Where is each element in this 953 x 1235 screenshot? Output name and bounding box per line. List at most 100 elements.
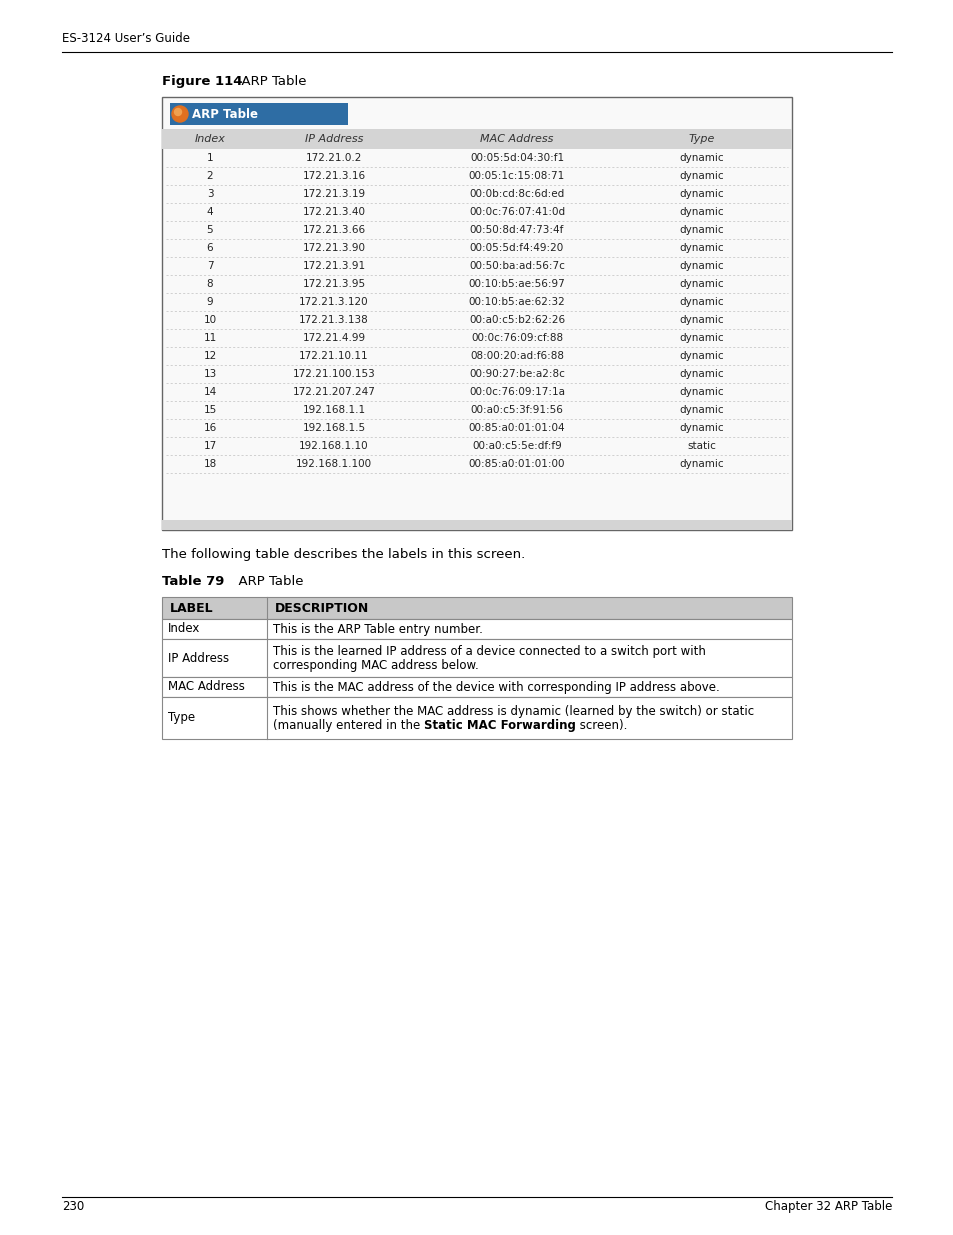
- Text: 00:05:5d:f4:49:20: 00:05:5d:f4:49:20: [470, 243, 563, 253]
- Bar: [162, 638, 791, 677]
- Text: dynamic: dynamic: [679, 387, 723, 396]
- Bar: [162, 619, 791, 638]
- Text: ES-3124 User’s Guide: ES-3124 User’s Guide: [62, 32, 190, 44]
- Text: LABEL: LABEL: [170, 601, 213, 615]
- Text: 192.168.1.10: 192.168.1.10: [299, 441, 369, 451]
- Text: 08:00:20:ad:f6:88: 08:00:20:ad:f6:88: [470, 351, 563, 361]
- Text: 172.21.3.40: 172.21.3.40: [302, 207, 365, 217]
- Text: (manually entered in the: (manually entered in the: [273, 719, 423, 731]
- Text: 172.21.0.2: 172.21.0.2: [306, 153, 362, 163]
- Text: This is the learned IP address of a device connected to a switch port with: This is the learned IP address of a devi…: [273, 645, 705, 657]
- Text: The following table describes the labels in this screen.: The following table describes the labels…: [162, 548, 525, 561]
- Text: IP Address: IP Address: [305, 135, 363, 144]
- Text: Index: Index: [168, 622, 200, 636]
- Text: IP Address: IP Address: [168, 652, 229, 664]
- Text: 172.21.100.153: 172.21.100.153: [293, 369, 375, 379]
- Text: Index: Index: [194, 135, 225, 144]
- Text: 00:a0:c5:3f:91:56: 00:a0:c5:3f:91:56: [470, 405, 563, 415]
- Text: 172.21.10.11: 172.21.10.11: [299, 351, 369, 361]
- Text: 00:50:8d:47:73:4f: 00:50:8d:47:73:4f: [469, 225, 563, 235]
- Circle shape: [172, 106, 188, 122]
- Text: corresponding MAC address below.: corresponding MAC address below.: [273, 658, 478, 672]
- Text: 11: 11: [203, 333, 216, 343]
- Text: This is the MAC address of the device with corresponding IP address above.: This is the MAC address of the device wi…: [273, 680, 719, 694]
- Text: 172.21.3.91: 172.21.3.91: [302, 261, 365, 270]
- Text: 172.21.4.99: 172.21.4.99: [302, 333, 365, 343]
- Text: dynamic: dynamic: [679, 261, 723, 270]
- Text: 172.21.3.19: 172.21.3.19: [302, 189, 365, 199]
- Text: 4: 4: [207, 207, 213, 217]
- Text: Type: Type: [688, 135, 715, 144]
- Text: 00:50:ba:ad:56:7c: 00:50:ba:ad:56:7c: [469, 261, 564, 270]
- Bar: [162, 677, 791, 697]
- Text: 00:10:b5:ae:62:32: 00:10:b5:ae:62:32: [468, 296, 565, 308]
- Text: 10: 10: [203, 315, 216, 325]
- Text: 172.21.3.120: 172.21.3.120: [299, 296, 369, 308]
- Text: 00:0c:76:07:41:0d: 00:0c:76:07:41:0d: [469, 207, 564, 217]
- Bar: [170, 103, 348, 125]
- Text: 00:0b:cd:8c:6d:ed: 00:0b:cd:8c:6d:ed: [469, 189, 564, 199]
- Text: 18: 18: [203, 459, 216, 469]
- Text: dynamic: dynamic: [679, 170, 723, 182]
- Text: dynamic: dynamic: [679, 405, 723, 415]
- Text: 1: 1: [207, 153, 213, 163]
- Text: 172.21.207.247: 172.21.207.247: [293, 387, 375, 396]
- Text: 5: 5: [207, 225, 213, 235]
- Text: 00:10:b5:ae:56:97: 00:10:b5:ae:56:97: [468, 279, 565, 289]
- Text: 172.21.3.95: 172.21.3.95: [302, 279, 365, 289]
- Text: 172.21.3.90: 172.21.3.90: [302, 243, 365, 253]
- Text: Type: Type: [168, 711, 195, 725]
- Text: 12: 12: [203, 351, 216, 361]
- Text: 00:a0:c5:5e:df:f9: 00:a0:c5:5e:df:f9: [472, 441, 561, 451]
- Text: dynamic: dynamic: [679, 279, 723, 289]
- Text: 172.21.3.66: 172.21.3.66: [302, 225, 365, 235]
- Text: This is the ARP Table entry number.: This is the ARP Table entry number.: [273, 622, 482, 636]
- Text: 00:05:1c:15:08:71: 00:05:1c:15:08:71: [468, 170, 564, 182]
- Text: 17: 17: [203, 441, 216, 451]
- Text: 00:85:a0:01:01:04: 00:85:a0:01:01:04: [468, 424, 565, 433]
- Text: DESCRIPTION: DESCRIPTION: [274, 601, 369, 615]
- Text: dynamic: dynamic: [679, 459, 723, 469]
- Text: static: static: [687, 441, 716, 451]
- Text: 172.21.3.16: 172.21.3.16: [302, 170, 365, 182]
- Text: 16: 16: [203, 424, 216, 433]
- Text: screen).: screen).: [576, 719, 626, 731]
- Text: dynamic: dynamic: [679, 369, 723, 379]
- Bar: [162, 98, 791, 530]
- Text: This shows whether the MAC address is dynamic (learned by the switch) or static: This shows whether the MAC address is dy…: [273, 704, 753, 718]
- Text: dynamic: dynamic: [679, 424, 723, 433]
- Text: Figure 114: Figure 114: [162, 75, 242, 88]
- Text: MAC Address: MAC Address: [168, 680, 245, 694]
- Text: dynamic: dynamic: [679, 243, 723, 253]
- Bar: [162, 597, 791, 619]
- Text: 192.168.1.1: 192.168.1.1: [302, 405, 365, 415]
- Circle shape: [174, 109, 181, 116]
- Text: Chapter 32 ARP Table: Chapter 32 ARP Table: [763, 1200, 891, 1213]
- Bar: [162, 128, 791, 149]
- Text: 3: 3: [207, 189, 213, 199]
- Text: ARP Table: ARP Table: [230, 576, 303, 588]
- Text: dynamic: dynamic: [679, 315, 723, 325]
- Text: 8: 8: [207, 279, 213, 289]
- Text: ARP Table: ARP Table: [192, 107, 257, 121]
- Text: 14: 14: [203, 387, 216, 396]
- Text: 192.168.1.100: 192.168.1.100: [295, 459, 372, 469]
- Text: Table 79: Table 79: [162, 576, 224, 588]
- Text: 172.21.3.138: 172.21.3.138: [299, 315, 369, 325]
- Text: dynamic: dynamic: [679, 333, 723, 343]
- Text: 00:90:27:be:a2:8c: 00:90:27:be:a2:8c: [469, 369, 564, 379]
- Bar: [162, 697, 791, 739]
- Text: MAC Address: MAC Address: [479, 135, 553, 144]
- Text: 9: 9: [207, 296, 213, 308]
- Text: 15: 15: [203, 405, 216, 415]
- Text: dynamic: dynamic: [679, 351, 723, 361]
- Text: 00:05:5d:04:30:f1: 00:05:5d:04:30:f1: [470, 153, 563, 163]
- Text: 7: 7: [207, 261, 213, 270]
- Text: 00:0c:76:09:cf:88: 00:0c:76:09:cf:88: [471, 333, 562, 343]
- Text: 00:a0:c5:b2:62:26: 00:a0:c5:b2:62:26: [469, 315, 564, 325]
- Bar: [162, 520, 791, 530]
- Text: 00:85:a0:01:01:00: 00:85:a0:01:01:00: [468, 459, 565, 469]
- Text: ARP Table: ARP Table: [233, 75, 306, 88]
- Text: 230: 230: [62, 1200, 84, 1213]
- Text: 00:0c:76:09:17:1a: 00:0c:76:09:17:1a: [469, 387, 564, 396]
